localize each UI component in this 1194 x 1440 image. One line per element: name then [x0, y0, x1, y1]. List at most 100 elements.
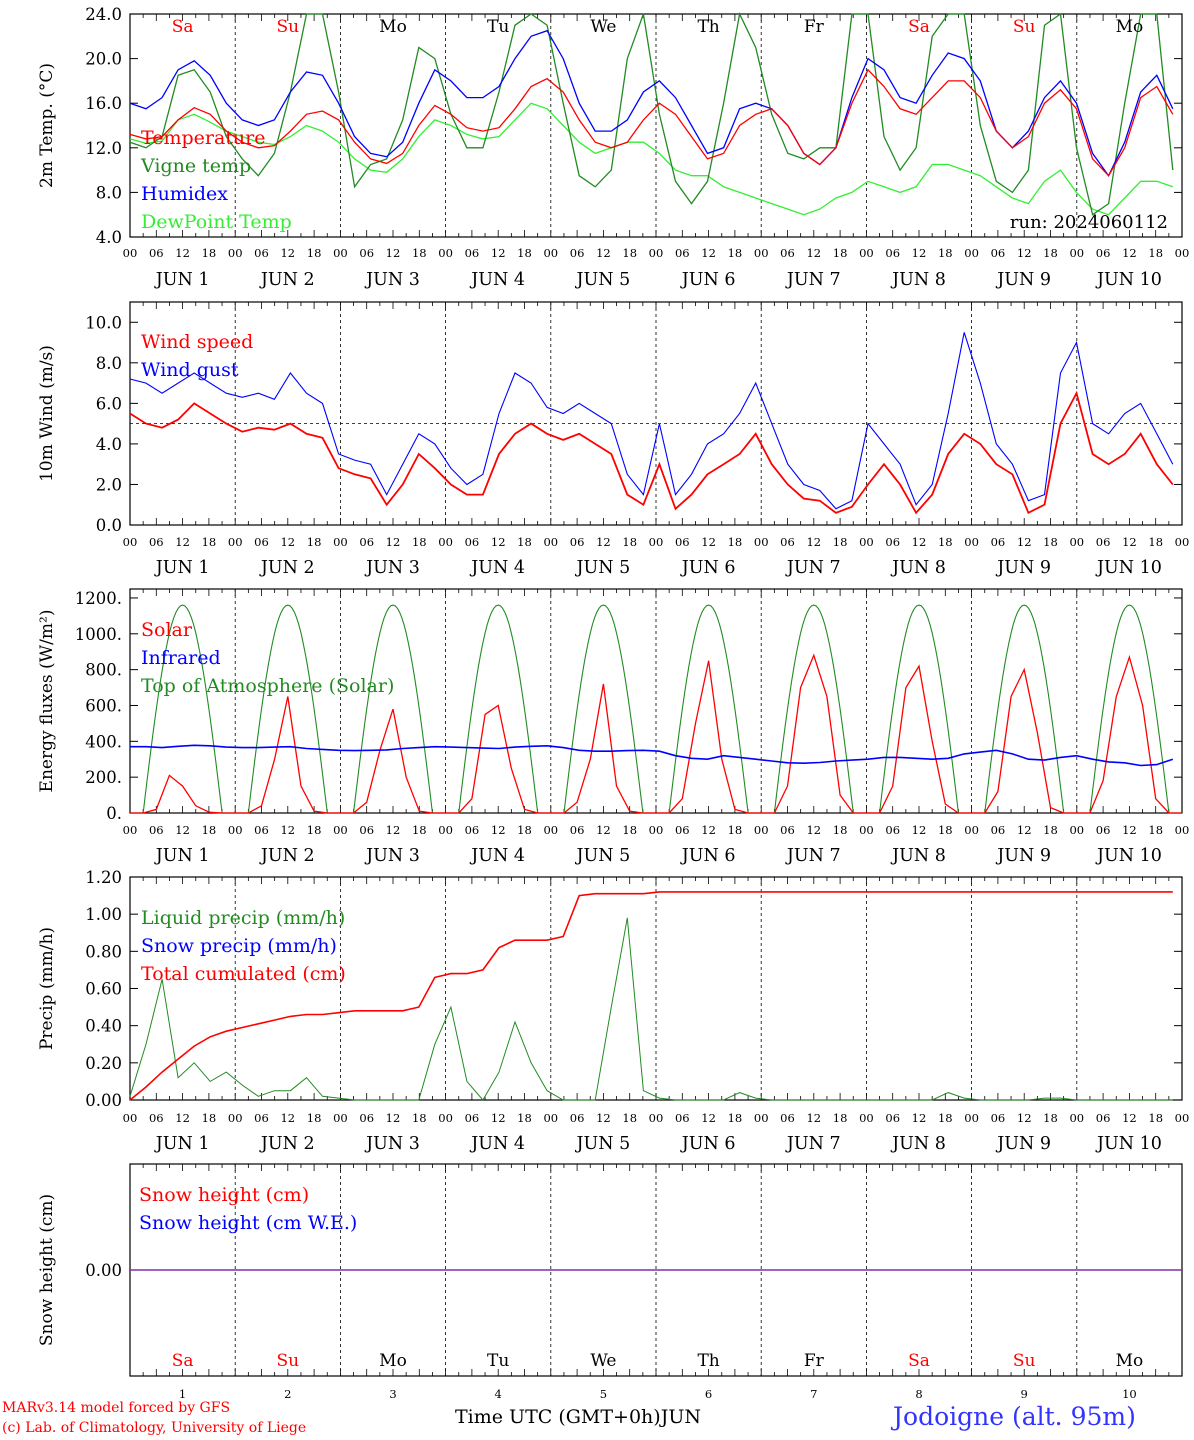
- weekday-label: Tu: [487, 17, 509, 37]
- y-tick-label: 20.0: [85, 50, 122, 69]
- x-tick-label: 06: [149, 246, 164, 260]
- x-tick-label: 18: [1043, 246, 1058, 260]
- date-label: JUN 2: [259, 270, 315, 290]
- panel-1: 00 06 12 18 00 06 12 18 00 06 12 18 00 06 12 18 00 06 12 18…: [37, 5, 1189, 290]
- x-tick-label: 12: [596, 246, 611, 260]
- x-tick-label: 06: [780, 246, 795, 260]
- x-tick-label: 00: [754, 823, 769, 837]
- x-tick-label: 06: [359, 535, 374, 549]
- x-tick-label: 00: [859, 823, 874, 837]
- date-label: JUN 3: [364, 1134, 420, 1154]
- x-tick-label: 00: [1175, 823, 1190, 837]
- day-number: 3: [389, 1387, 396, 1401]
- x-tick-label: 12: [912, 823, 927, 837]
- date-label: JUN 10: [1095, 270, 1162, 290]
- x-tick-label: 18: [517, 823, 532, 837]
- x-tick-label: 00: [123, 535, 138, 549]
- y-tick-label: 1.20: [85, 868, 122, 887]
- cumulated-precip-line: [129, 891, 1173, 1101]
- y-tick-label: 0.20: [85, 1054, 122, 1073]
- x-tick-label: 06: [885, 535, 900, 549]
- run-label: run: 2024060112: [1010, 212, 1168, 233]
- y-tick-label: 0.60: [85, 980, 122, 999]
- panel-frame: [129, 13, 1183, 238]
- x-tick-label: 12: [1122, 535, 1137, 549]
- y-tick-label: 12.0: [85, 139, 122, 158]
- legend-entry: Liquid precip (mm/h): [141, 907, 345, 929]
- x-tick-label: 18: [938, 535, 953, 549]
- x-tick-label: 00: [859, 1111, 874, 1125]
- x-tick-label: 06: [1096, 823, 1111, 837]
- x-tick-label: 00: [754, 1111, 769, 1125]
- x-tick-label: 00: [333, 535, 348, 549]
- date-label: JUN 6: [680, 846, 736, 866]
- panel-4: 00 06 12 18 00 06 12 18 00 06 12 18 00 06 12 18 00 06 12 18…: [37, 868, 1189, 1154]
- date-label: JUN 1: [154, 846, 210, 866]
- x-tick-label: 18: [938, 246, 953, 260]
- x-tick-label: 00: [123, 246, 138, 260]
- month-label: JUN: [660, 1406, 701, 1428]
- x-tick-label: 06: [465, 823, 480, 837]
- x-tick-label: 18: [833, 535, 848, 549]
- y-axis-label: 10m Wind (m/s): [37, 345, 57, 482]
- weekday-label: Fr: [804, 17, 825, 37]
- x-tick-label: 12: [806, 1111, 821, 1125]
- x-tick-label: 18: [412, 823, 427, 837]
- wind-series-line: [129, 332, 1174, 510]
- day-number: 10: [1122, 1387, 1137, 1401]
- x-tick-label: 00: [1069, 535, 1084, 549]
- x-tick-label: 00: [1069, 1111, 1084, 1125]
- x-tick-label: 18: [938, 1111, 953, 1125]
- y-tick-label: 2.0: [96, 475, 122, 494]
- x-tick-label: 18: [1043, 823, 1058, 837]
- x-tick-label: 12: [1017, 535, 1032, 549]
- x-tick-label: 06: [465, 246, 480, 260]
- temperature-series-line: [129, 102, 1174, 216]
- x-tick-label: 12: [175, 1111, 190, 1125]
- legend-entry: Snow height (cm): [139, 1184, 309, 1206]
- x-tick-label: 18: [1148, 535, 1163, 549]
- y-tick-label: 0.40: [85, 1017, 122, 1036]
- x-tick-label: 00: [228, 535, 243, 549]
- y-tick-label: 4.0: [96, 228, 122, 247]
- x-tick-label: 12: [280, 535, 295, 549]
- y-tick-label: 1200.: [75, 589, 122, 608]
- weekday-label: Su: [276, 1351, 299, 1371]
- date-label: JUN 3: [364, 558, 420, 578]
- weekday-label: Sa: [908, 17, 930, 37]
- y-tick-label: 6.0: [96, 394, 122, 413]
- x-tick-label: 18: [517, 1111, 532, 1125]
- x-tick-label: 12: [175, 823, 190, 837]
- date-label: JUN 5: [575, 558, 631, 578]
- x-tick-label: 00: [123, 823, 138, 837]
- x-tick-label: 18: [307, 1111, 322, 1125]
- date-label: JUN 6: [680, 1134, 736, 1154]
- x-tick-label: 12: [386, 823, 401, 837]
- x-tick-label: 12: [806, 246, 821, 260]
- x-tick-label: 06: [991, 823, 1006, 837]
- x-tick-label: 00: [1175, 246, 1190, 260]
- x-tick-label: 06: [1096, 535, 1111, 549]
- x-tick-label: 12: [280, 823, 295, 837]
- legend-entry: Total cumulated (cm): [141, 963, 346, 985]
- x-tick-label: 18: [622, 823, 637, 837]
- x-tick-label: 00: [543, 1111, 558, 1125]
- x-tick-label: 00: [964, 246, 979, 260]
- x-tick-label: 06: [149, 823, 164, 837]
- date-label: JUN 7: [785, 270, 841, 290]
- x-tick-label: 00: [438, 246, 453, 260]
- x-tick-label: 00: [543, 246, 558, 260]
- x-tick-label: 12: [491, 246, 506, 260]
- weekday-label: Mo: [379, 17, 407, 37]
- x-tick-label: 18: [202, 246, 217, 260]
- day-number: 8: [915, 1387, 922, 1401]
- y-tick-label: 1.00: [85, 905, 122, 924]
- x-tick-label: 18: [202, 535, 217, 549]
- x-tick-label: 00: [1175, 1111, 1190, 1125]
- x-tick-label: 18: [307, 823, 322, 837]
- date-label: JUN 7: [785, 846, 841, 866]
- x-tick-label: 06: [570, 823, 585, 837]
- date-label: JUN 3: [364, 846, 420, 866]
- date-label: JUN 9: [995, 846, 1051, 866]
- x-tick-label: 18: [938, 823, 953, 837]
